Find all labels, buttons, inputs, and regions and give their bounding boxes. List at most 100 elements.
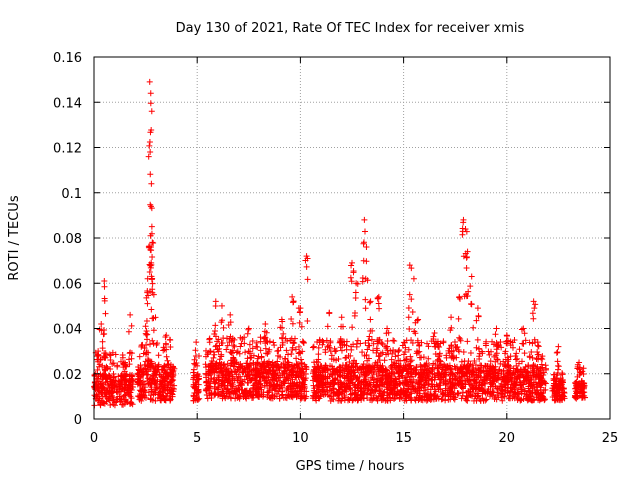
data-point [274, 348, 281, 355]
data-point [303, 263, 310, 270]
data-point [101, 326, 108, 333]
data-point [149, 373, 156, 380]
data-point [148, 108, 155, 115]
data-point [161, 377, 168, 384]
data-point [164, 390, 171, 397]
data-point [409, 308, 416, 315]
data-point [384, 338, 391, 345]
data-point [146, 244, 153, 251]
data-point [110, 371, 117, 378]
data-point [246, 341, 253, 348]
data-point [101, 353, 108, 360]
data-point [137, 394, 144, 401]
data-point [121, 368, 128, 375]
y-axis-label: ROTI / TECUs [7, 195, 22, 280]
data-point [290, 299, 297, 306]
data-point [237, 343, 244, 350]
data-point [107, 356, 114, 363]
data-point [456, 334, 463, 341]
data-point [298, 356, 305, 363]
data-point [532, 301, 539, 308]
data-point [101, 277, 108, 284]
data-point [535, 343, 542, 350]
data-point [192, 383, 199, 390]
data-point [366, 299, 373, 306]
data-point [483, 396, 490, 403]
data-point [338, 314, 345, 321]
data-point [309, 344, 316, 351]
data-point [236, 350, 243, 357]
data-point [194, 376, 201, 383]
data-point [244, 355, 251, 362]
data-point [348, 262, 355, 269]
data-point [448, 314, 455, 321]
data-point [350, 269, 357, 276]
data-point [146, 78, 153, 85]
data-point [418, 354, 425, 361]
data-point [97, 356, 104, 363]
data-point [534, 348, 541, 355]
data-point [166, 386, 173, 393]
data-point [134, 371, 141, 378]
data-point [432, 351, 439, 357]
data-point [190, 369, 197, 376]
data-point [152, 386, 159, 393]
data-point [147, 232, 154, 239]
data-point [376, 305, 383, 312]
data-point [150, 327, 157, 334]
data-point [521, 330, 528, 337]
y-tick-labels: 0 0.02 0.04 0.06 0.08 0.1 0.12 0.14 0.16 [53, 51, 82, 428]
data-point [363, 258, 370, 265]
x-tick-label: 0 [90, 431, 98, 446]
data-point [349, 324, 356, 331]
data-point [555, 343, 562, 350]
data-point [296, 309, 303, 316]
data-point [150, 291, 157, 298]
data-point [127, 393, 134, 400]
data-point [143, 294, 150, 301]
data-point [352, 310, 359, 317]
data-point [149, 337, 156, 344]
data-point [300, 339, 307, 346]
data-point [147, 264, 154, 271]
x-tick-label: 25 [602, 431, 619, 446]
data-point [156, 371, 163, 378]
data-point [155, 352, 162, 359]
data-point [158, 366, 165, 373]
data-point [212, 322, 219, 329]
data-point [152, 314, 159, 321]
data-point [148, 276, 155, 283]
data-point [162, 382, 169, 389]
data-point [238, 340, 245, 347]
data-point [464, 338, 471, 345]
data-point [408, 296, 415, 303]
data-point [290, 298, 297, 305]
y-tick-label: 0.06 [53, 277, 82, 292]
data-point [143, 318, 150, 325]
data-point [530, 298, 537, 305]
data-point [468, 301, 475, 308]
data-point [162, 369, 169, 376]
data-point [128, 400, 135, 407]
data-point [468, 273, 475, 280]
data-point [105, 382, 112, 389]
data-point [151, 389, 158, 396]
data-point [138, 387, 145, 394]
data-point [210, 349, 217, 356]
data-point [155, 363, 162, 370]
data-point [415, 316, 422, 323]
data-point [521, 350, 528, 357]
data-point [142, 330, 149, 337]
y-tick-label: 0.14 [53, 96, 82, 111]
data-point [531, 305, 538, 312]
data-point [210, 354, 217, 361]
data-point [142, 323, 149, 330]
y-tick-label: 0.12 [53, 142, 82, 157]
chart-title: Day 130 of 2021, Rate Of TEC Index for r… [176, 21, 525, 36]
data-point [347, 274, 354, 281]
data-point [102, 310, 109, 317]
data-point [293, 355, 300, 362]
data-point [95, 348, 102, 355]
data-point [135, 380, 142, 387]
data-point [349, 259, 355, 266]
